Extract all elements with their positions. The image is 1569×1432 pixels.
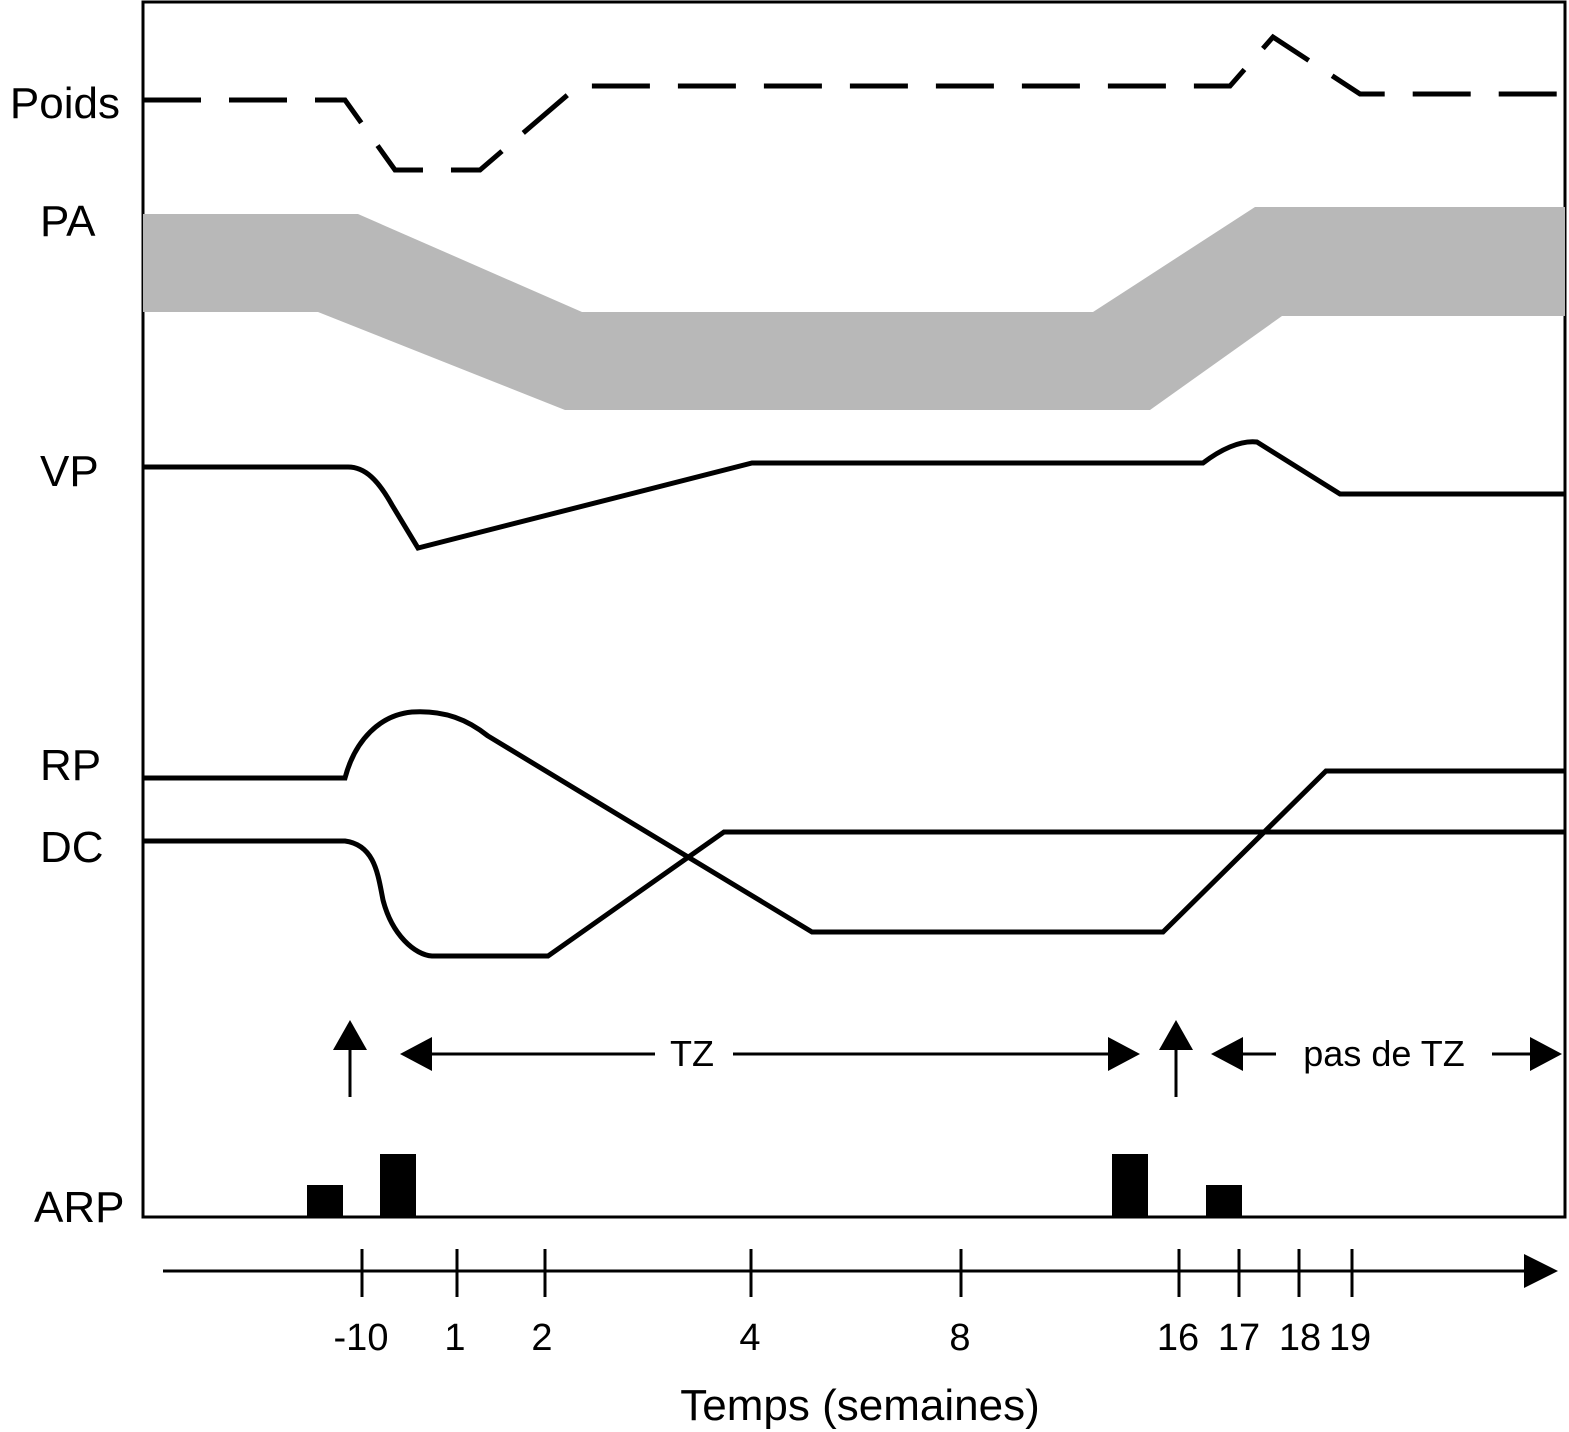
label-pa: PA [40,197,96,246]
arp-bar-1 [307,1185,343,1217]
time-axis-arrowhead [1524,1254,1558,1288]
notz-range-head-left [1211,1037,1243,1071]
tz-range-head-right [1108,1037,1140,1071]
notz-range-label: pas de TZ [1303,1033,1464,1074]
event-arrow-left-head [333,1020,367,1050]
x-tick-label: 8 [949,1317,970,1359]
vp-line [143,439,1565,551]
arp-bar-3 [1112,1154,1148,1217]
time-axis-ticks: -10 1 2 4 8 16 17 18 19 [334,1249,1371,1359]
plot-frame [141,0,1567,1219]
dc-line [143,829,1565,959]
arp-bar-2 [380,1154,416,1217]
pa-band [143,207,1565,410]
label-vp: VP [40,447,99,496]
notz-range-head-right [1530,1037,1562,1071]
x-tick-label: 16 [1157,1317,1199,1359]
tz-range-label: TZ [670,1033,714,1074]
label-poids: Poids [10,79,120,128]
tz-range-head-left [400,1037,432,1071]
label-arp: ARP [34,1183,124,1232]
x-tick-label: 18 [1279,1317,1321,1359]
x-tick-label: 19 [1329,1317,1371,1359]
label-dc: DC [40,823,104,872]
event-arrow-right-head [1159,1020,1193,1050]
x-tick-label: 1 [444,1317,465,1359]
x-tick-label: -10 [334,1317,389,1359]
x-axis-title: Temps (semaines) [680,1381,1039,1430]
x-tick-label: 2 [531,1317,552,1359]
rp-line [143,709,1565,935]
x-tick-label: 4 [739,1317,760,1359]
arp-bar-4 [1206,1185,1242,1217]
x-tick-label: 17 [1218,1317,1260,1359]
label-rp: RP [40,741,101,790]
poids-line [143,33,1565,173]
